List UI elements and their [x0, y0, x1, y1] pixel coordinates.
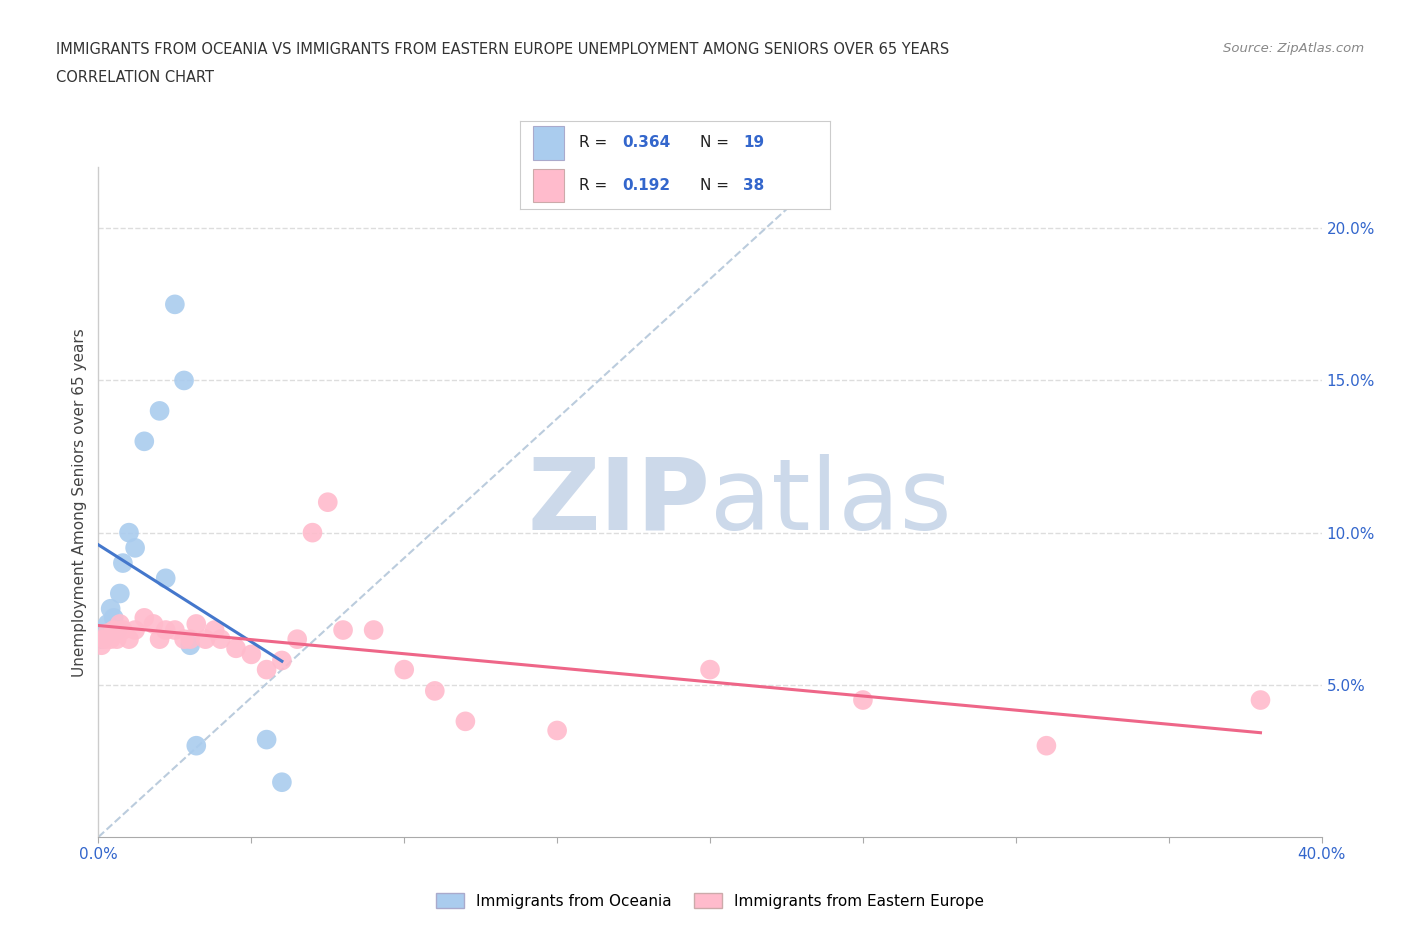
Point	[173, 631, 195, 646]
FancyBboxPatch shape	[533, 168, 564, 202]
Point	[142, 617, 165, 631]
Point	[97, 617, 120, 631]
Text: 0.192: 0.192	[623, 178, 671, 193]
Point	[108, 617, 131, 631]
Point	[90, 638, 112, 653]
Point	[105, 622, 128, 637]
Point	[103, 610, 125, 625]
Point	[108, 586, 131, 601]
Point	[155, 571, 177, 586]
Point	[186, 617, 208, 631]
Text: R =: R =	[579, 178, 612, 193]
Text: 38: 38	[742, 178, 765, 193]
Point	[270, 653, 292, 668]
Point	[546, 723, 568, 737]
Point	[285, 631, 308, 646]
Text: N =: N =	[700, 136, 734, 151]
Text: 0.364: 0.364	[623, 136, 671, 151]
Text: R =: R =	[579, 136, 612, 151]
Point	[363, 622, 385, 637]
Text: ZIP: ZIP	[527, 454, 710, 551]
Point	[90, 631, 112, 646]
Text: CORRELATION CHART: CORRELATION CHART	[56, 70, 214, 85]
Point	[1249, 693, 1271, 708]
Text: Source: ZipAtlas.com: Source: ZipAtlas.com	[1223, 42, 1364, 55]
Point	[1035, 738, 1057, 753]
Point	[93, 631, 115, 646]
Point	[163, 297, 186, 312]
Text: IMMIGRANTS FROM OCEANIA VS IMMIGRANTS FROM EASTERN EUROPE UNEMPLOYMENT AMONG SEN: IMMIGRANTS FROM OCEANIA VS IMMIGRANTS FR…	[56, 42, 949, 57]
Legend: Immigrants from Oceania, Immigrants from Eastern Europe: Immigrants from Oceania, Immigrants from…	[429, 885, 991, 916]
Point	[209, 631, 232, 646]
Y-axis label: Unemployment Among Seniors over 65 years: Unemployment Among Seniors over 65 years	[72, 328, 87, 677]
Point	[111, 555, 134, 570]
Point	[256, 732, 278, 747]
Point	[270, 775, 292, 790]
FancyBboxPatch shape	[533, 126, 564, 160]
Point	[124, 622, 146, 637]
Point	[256, 662, 278, 677]
Point	[186, 738, 208, 753]
Point	[97, 626, 120, 641]
Point	[699, 662, 721, 677]
Point	[316, 495, 339, 510]
Point	[240, 647, 263, 662]
Text: atlas: atlas	[710, 454, 952, 551]
Point	[100, 602, 122, 617]
Point	[301, 525, 323, 540]
Point	[93, 629, 115, 644]
Point	[179, 631, 201, 646]
Point	[225, 641, 247, 656]
Point	[103, 622, 125, 637]
Point	[118, 525, 141, 540]
Point	[149, 631, 172, 646]
Point	[179, 638, 201, 653]
Point	[111, 622, 134, 637]
Point	[118, 631, 141, 646]
Point	[852, 693, 875, 708]
Text: 19: 19	[742, 136, 763, 151]
Point	[332, 622, 354, 637]
Point	[173, 373, 195, 388]
Point	[423, 684, 446, 698]
Point	[105, 631, 128, 646]
Point	[100, 631, 122, 646]
Point	[194, 631, 217, 646]
Point	[392, 662, 416, 677]
Point	[124, 540, 146, 555]
Point	[134, 434, 156, 449]
Point	[204, 622, 226, 637]
Text: N =: N =	[700, 178, 734, 193]
Point	[155, 622, 177, 637]
Point	[149, 404, 172, 418]
Point	[454, 714, 477, 729]
Point	[134, 610, 156, 625]
Point	[163, 622, 186, 637]
